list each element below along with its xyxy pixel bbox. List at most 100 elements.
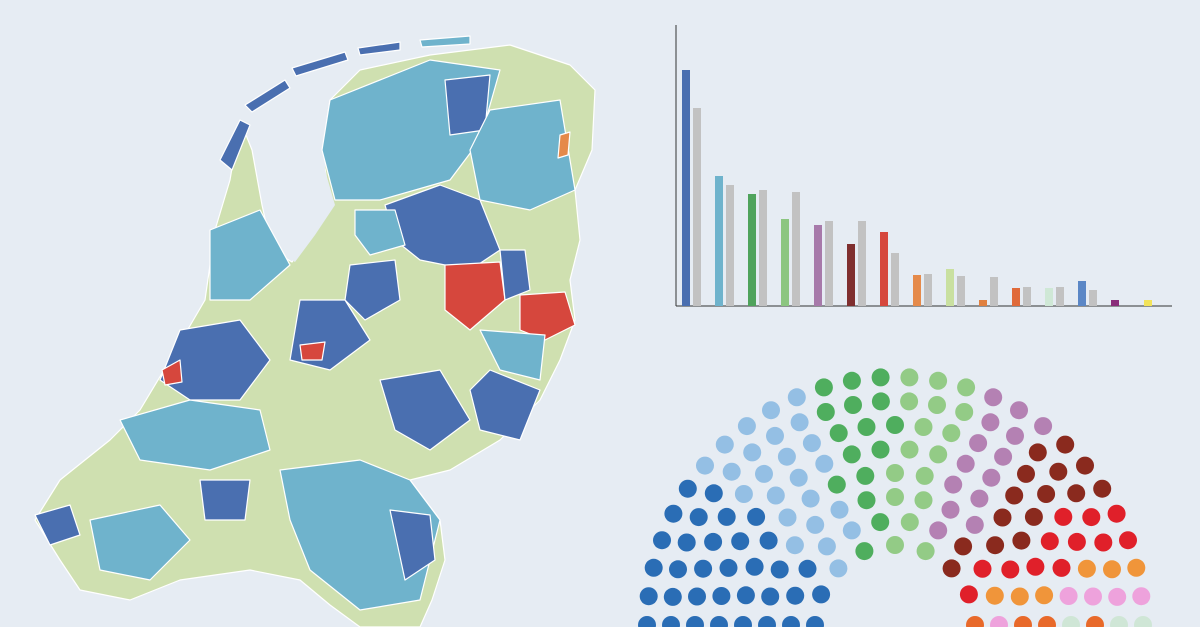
seat xyxy=(734,485,753,503)
seat xyxy=(985,586,1004,605)
map-island xyxy=(419,35,471,48)
seat xyxy=(829,559,848,578)
bar xyxy=(1045,288,1053,306)
seat xyxy=(770,560,789,579)
map-region xyxy=(354,209,406,256)
seat xyxy=(1006,426,1024,445)
seat xyxy=(689,508,708,527)
seat xyxy=(734,616,752,627)
seat xyxy=(886,536,904,554)
seat xyxy=(677,533,696,552)
map-region xyxy=(557,131,571,159)
seat xyxy=(1010,587,1029,606)
seat xyxy=(801,489,820,508)
map-region xyxy=(279,459,441,611)
seat xyxy=(957,378,976,397)
seat xyxy=(900,440,919,459)
seat xyxy=(817,537,836,556)
seat xyxy=(766,426,784,445)
map-region xyxy=(379,369,471,451)
seat xyxy=(857,491,876,510)
map-region xyxy=(119,399,271,471)
seat xyxy=(786,586,805,605)
seat xyxy=(638,616,656,627)
map xyxy=(34,35,596,627)
map-region xyxy=(444,261,506,331)
seat xyxy=(1076,456,1094,475)
seat xyxy=(736,586,755,605)
seat xyxy=(956,454,975,473)
seat xyxy=(1084,587,1102,606)
map-region xyxy=(299,341,326,361)
seat xyxy=(1054,507,1073,526)
map-region xyxy=(209,209,291,301)
seat xyxy=(798,559,817,578)
seat xyxy=(928,396,946,414)
seat xyxy=(929,445,948,464)
map-region xyxy=(499,249,531,301)
bar xyxy=(726,185,734,306)
map-region xyxy=(469,99,576,211)
bar xyxy=(847,244,855,306)
seat xyxy=(653,531,671,550)
seat xyxy=(982,468,1001,487)
seat xyxy=(688,587,706,606)
seat xyxy=(755,464,773,483)
seat xyxy=(761,587,780,606)
seat xyxy=(966,616,984,627)
seat xyxy=(747,507,766,526)
bar xyxy=(715,176,723,306)
seat xyxy=(1038,616,1056,627)
bar xyxy=(880,232,888,306)
map-region xyxy=(34,504,81,546)
seat xyxy=(816,403,835,421)
seat xyxy=(955,403,974,421)
seat xyxy=(1035,586,1054,605)
bar xyxy=(990,277,998,306)
bar xyxy=(792,192,800,306)
seat xyxy=(941,500,960,519)
seat xyxy=(719,558,738,577)
seat xyxy=(914,418,933,436)
seat xyxy=(790,413,809,432)
seat xyxy=(827,475,846,494)
seat xyxy=(944,475,963,494)
seat xyxy=(1119,531,1137,550)
seat xyxy=(766,486,785,505)
seat xyxy=(886,488,904,506)
seat xyxy=(743,443,762,462)
map-island xyxy=(291,51,349,77)
seat xyxy=(886,464,904,482)
bar xyxy=(1023,287,1031,306)
map-region xyxy=(161,359,183,386)
bar xyxy=(1111,300,1119,306)
seat xyxy=(1034,417,1053,436)
seat xyxy=(855,542,874,561)
bar xyxy=(748,194,756,306)
bar xyxy=(759,190,767,306)
seat xyxy=(1012,531,1031,550)
seat xyxy=(759,531,778,550)
seat xyxy=(731,532,750,551)
seat xyxy=(789,468,808,487)
seat xyxy=(857,418,876,436)
seat xyxy=(994,447,1013,466)
seat xyxy=(965,515,984,534)
seat xyxy=(812,585,831,604)
seat xyxy=(704,484,723,503)
seat xyxy=(1107,504,1126,523)
seat xyxy=(704,532,723,551)
seat xyxy=(984,388,1003,407)
seat xyxy=(662,616,680,627)
bar xyxy=(693,108,701,306)
seat xyxy=(777,447,796,466)
map-region xyxy=(199,479,251,521)
seat xyxy=(1005,486,1024,505)
bar xyxy=(1012,288,1020,306)
seat xyxy=(990,616,1008,627)
seat xyxy=(802,434,821,453)
seat xyxy=(871,440,890,459)
seat xyxy=(986,536,1005,555)
seat xyxy=(842,445,861,464)
